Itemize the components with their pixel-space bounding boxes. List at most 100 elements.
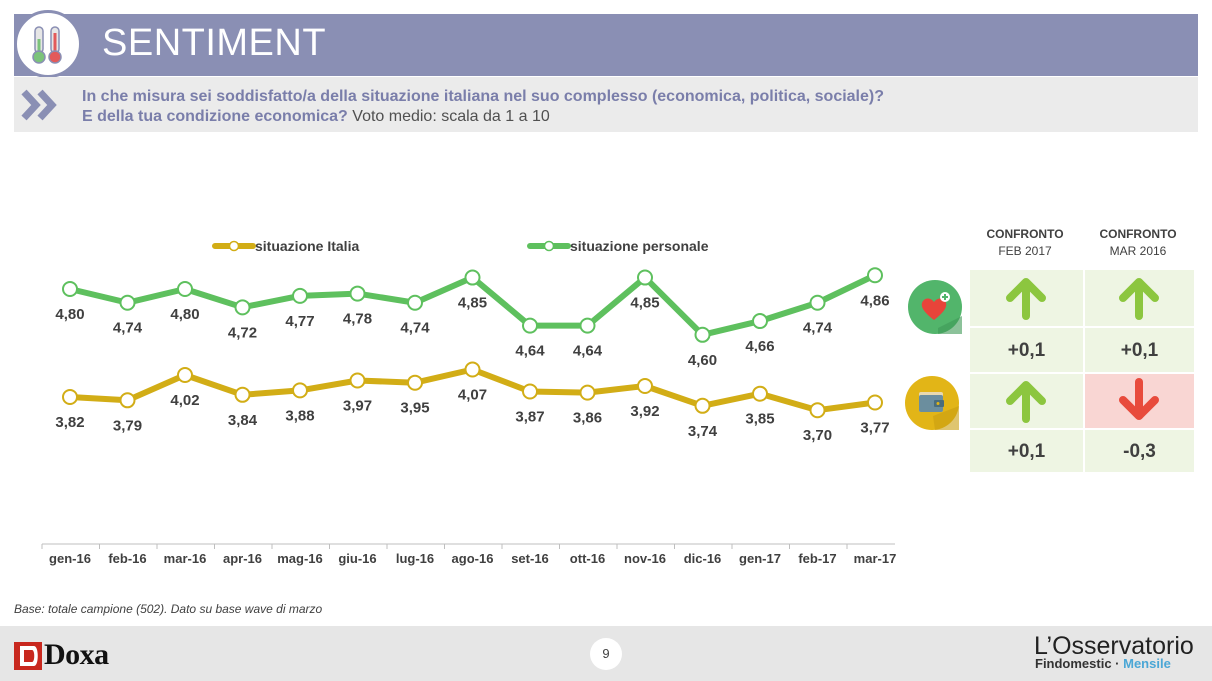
page-title: SENTIMENT bbox=[102, 22, 327, 64]
comparison-header-feb: CONFRONTO FEB 2017 bbox=[970, 226, 1080, 260]
data-point bbox=[292, 287, 308, 304]
data-label: 3,87 bbox=[515, 409, 544, 426]
x-tick-label: ott-16 bbox=[570, 551, 605, 566]
data-label: 3,97 bbox=[343, 398, 372, 415]
data-point bbox=[522, 317, 538, 334]
data-point bbox=[177, 367, 193, 383]
comparison-header-label: CONFRONTO bbox=[1099, 227, 1177, 241]
data-label: 4,07 bbox=[458, 387, 487, 404]
comparison-header-period: FEB 2017 bbox=[998, 244, 1052, 258]
data-label: 3,74 bbox=[688, 423, 718, 440]
x-tick-label: dic-16 bbox=[684, 551, 722, 566]
doxa-logo: Doxa bbox=[44, 638, 109, 671]
comparison-header-period: MAR 2016 bbox=[1109, 244, 1167, 258]
data-point bbox=[579, 317, 596, 334]
x-tick-label: mag-16 bbox=[277, 551, 323, 566]
data-point bbox=[809, 402, 826, 419]
arrow-down-icon bbox=[1119, 378, 1159, 420]
data-point bbox=[234, 299, 251, 316]
data-label: 3,92 bbox=[630, 403, 659, 420]
data-point bbox=[62, 281, 78, 297]
comparison-cell-value bbox=[1085, 328, 1194, 372]
data-label: 3,95 bbox=[400, 400, 429, 417]
data-point bbox=[177, 281, 193, 297]
question-subtext-strong: E della tua condizione economica? bbox=[82, 108, 348, 125]
data-label: 3,88 bbox=[285, 407, 314, 424]
legend-marker bbox=[543, 240, 555, 252]
x-tick-label: nov-16 bbox=[624, 551, 666, 566]
data-label: 3,82 bbox=[55, 414, 84, 431]
data-label: 3,77 bbox=[860, 420, 889, 437]
x-tick-label: gen-16 bbox=[49, 551, 91, 566]
comparison-header-label: CONFRONTO bbox=[986, 227, 1064, 241]
data-point bbox=[809, 294, 826, 311]
x-tick-label: feb-17 bbox=[798, 551, 836, 566]
data-label: 3,85 bbox=[745, 411, 774, 428]
comparison-cell-value bbox=[1085, 430, 1194, 472]
data-label: 4,64 bbox=[515, 343, 545, 360]
x-tick-label: lug-16 bbox=[396, 551, 434, 566]
comparison-cell-arrow bbox=[970, 374, 1083, 428]
data-point bbox=[407, 294, 423, 311]
data-point bbox=[62, 389, 78, 405]
data-label: 4,85 bbox=[458, 295, 487, 312]
delta-value: -0,3 bbox=[1123, 441, 1156, 462]
arrow-up-icon bbox=[1006, 381, 1046, 423]
data-point bbox=[464, 269, 481, 286]
thermometer-icon bbox=[14, 10, 82, 78]
data-point bbox=[637, 269, 653, 286]
data-label: 4,85 bbox=[630, 295, 659, 312]
delta-value: +0,1 bbox=[1007, 340, 1046, 361]
data-point bbox=[694, 326, 711, 343]
data-point bbox=[867, 394, 883, 411]
question-scale-note: Voto medio: scala da 1 a 10 bbox=[347, 108, 550, 125]
question-text: In che misura sei soddisfatto/a della si… bbox=[82, 88, 884, 105]
x-tick-label: apr-16 bbox=[223, 551, 262, 566]
data-point bbox=[867, 267, 883, 284]
data-label: 4,80 bbox=[55, 306, 84, 323]
data-point bbox=[349, 372, 366, 389]
x-tick-label: ago-16 bbox=[452, 551, 494, 566]
x-tick-label: gen-17 bbox=[739, 551, 781, 566]
data-label: 4,64 bbox=[573, 343, 603, 360]
data-label: 4,78 bbox=[343, 311, 372, 328]
x-tick-label: mar-17 bbox=[854, 551, 897, 566]
data-point bbox=[349, 285, 366, 302]
data-point bbox=[292, 382, 308, 399]
data-label: 4,66 bbox=[745, 338, 774, 355]
legend-label: situazione Italia bbox=[255, 238, 359, 254]
arrow-up-icon bbox=[1006, 278, 1046, 320]
wallet-icon bbox=[905, 376, 959, 430]
comparison-header-mar: CONFRONTO MAR 2016 bbox=[1083, 226, 1193, 260]
data-point bbox=[407, 374, 423, 391]
data-label: 4,80 bbox=[170, 306, 199, 323]
data-point bbox=[579, 384, 596, 401]
legend-marker bbox=[228, 240, 240, 252]
data-point bbox=[119, 294, 136, 311]
delta-value: +0,1 bbox=[1120, 340, 1159, 361]
comparison-cell-arrow bbox=[1085, 374, 1194, 428]
doxa-logo-mark bbox=[14, 642, 42, 675]
data-label: 4,60 bbox=[688, 352, 717, 369]
data-point bbox=[522, 383, 538, 400]
comparison-cell-arrow bbox=[1085, 270, 1194, 326]
comparison-cell-value bbox=[970, 328, 1083, 372]
data-point bbox=[234, 386, 251, 403]
data-point bbox=[752, 385, 768, 402]
data-point bbox=[752, 313, 768, 330]
base-note: Base: totale campione (502). Dato su bas… bbox=[14, 602, 323, 616]
data-label: 4,72 bbox=[228, 324, 257, 341]
delta-value: +0,1 bbox=[1007, 441, 1046, 462]
data-label: 3,84 bbox=[228, 412, 258, 429]
data-label: 4,02 bbox=[170, 392, 199, 409]
data-label: 4,86 bbox=[860, 292, 889, 309]
heart-icon bbox=[908, 280, 962, 334]
data-label: 3,79 bbox=[113, 417, 142, 434]
data-label: 4,74 bbox=[113, 320, 143, 337]
x-tick-label: mar-16 bbox=[164, 551, 207, 566]
osservatorio-frequency: Mensile bbox=[1123, 656, 1171, 671]
data-label: 4,77 bbox=[285, 313, 314, 330]
osservatorio-logo-title: L’Osservatorio bbox=[1034, 632, 1194, 660]
arrow-up-icon bbox=[1119, 278, 1159, 320]
data-point bbox=[464, 361, 481, 378]
